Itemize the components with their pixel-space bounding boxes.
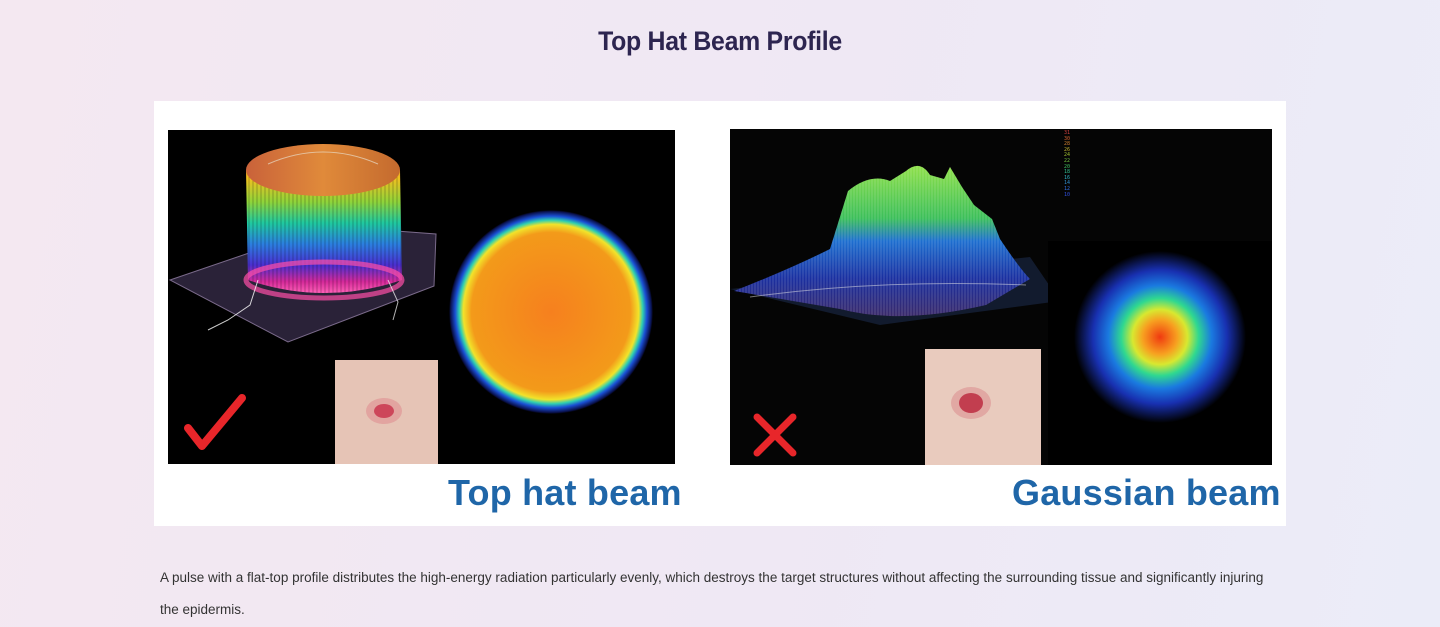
gaussian-illustration: [730, 165, 1272, 465]
top-hat-illustration: [168, 144, 653, 464]
scale-label: 30: [1064, 135, 1071, 142]
scale-label: 24: [1064, 152, 1071, 159]
scale-label: 14: [1064, 180, 1071, 187]
scale-label: 28: [1064, 141, 1071, 148]
gaussian-beam-label: Gaussian beam: [1012, 472, 1281, 513]
scale-label: 26: [1064, 146, 1071, 153]
beam-comparison-figure: 31 30 28 26 24 22 20 18 16 14 12 10 Top …: [154, 101, 1286, 526]
gaussian-panel: 31 30 28 26 24 22 20 18 16 14 12 10: [730, 129, 1272, 465]
scale-label: 31: [1064, 130, 1071, 136]
color-scale-legend: 31 30 28 26 24 22 20 18 16 14 12 10: [1064, 130, 1078, 198]
cross-icon: [753, 413, 797, 457]
scale-label: 18: [1064, 169, 1071, 176]
page-title: Top Hat Beam Profile: [598, 26, 842, 56]
top-hat-beam-label: Top hat beam: [448, 472, 682, 513]
scale-label: 22: [1064, 157, 1071, 164]
scale-label: 20: [1064, 163, 1071, 170]
scale-label: 16: [1064, 174, 1071, 181]
scale-label: 12: [1064, 185, 1071, 192]
scale-label: 10: [1064, 191, 1071, 198]
top-hat-panel: [168, 130, 675, 464]
description-text: A pulse with a flat-top profile distribu…: [160, 570, 1264, 617]
check-icon: [184, 394, 246, 450]
